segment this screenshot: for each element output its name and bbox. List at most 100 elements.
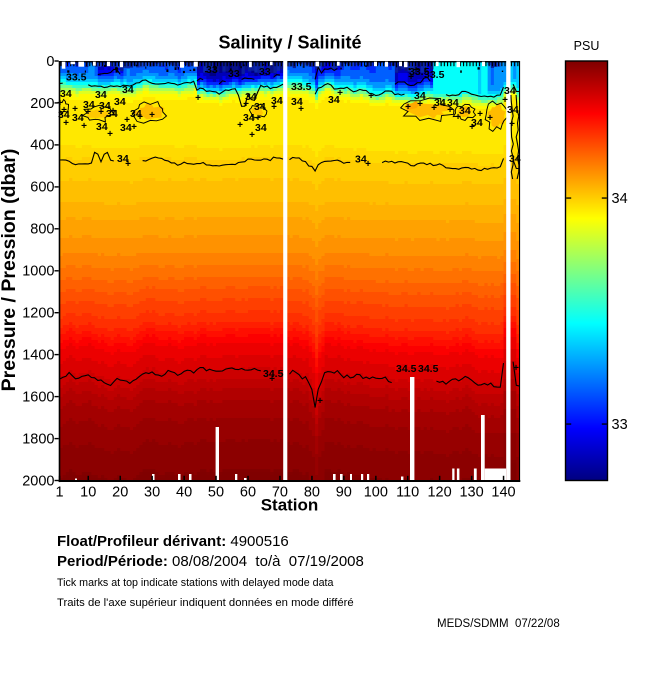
svg-text:1400: 1400 [22, 347, 54, 363]
svg-text:Pressure / Pression (dbar): Pressure / Pression (dbar) [0, 149, 20, 392]
svg-text:+: + [81, 121, 87, 132]
svg-text:Period/Période: 08/08/2004 to: Period/Période: 08/08/2004 to/à 07/19/20… [57, 553, 364, 570]
svg-text:10: 10 [80, 485, 96, 501]
svg-text:34: 34 [130, 108, 142, 120]
svg-text:34: 34 [507, 104, 519, 116]
svg-text:+: + [137, 112, 143, 123]
svg-text:+: + [368, 91, 374, 102]
svg-text:34.5: 34.5 [263, 368, 284, 380]
svg-text:34: 34 [72, 112, 84, 124]
svg-text:+: + [110, 106, 116, 117]
svg-text:2000: 2000 [22, 473, 54, 489]
svg-text:+: + [243, 99, 249, 110]
svg-text:34.5: 34.5 [396, 363, 417, 375]
svg-text:Station: Station [261, 496, 319, 515]
svg-text:+: + [269, 374, 275, 385]
svg-text:40: 40 [176, 485, 192, 501]
svg-text:34: 34 [96, 121, 108, 133]
svg-text:50: 50 [208, 485, 224, 501]
svg-text:120: 120 [427, 485, 451, 501]
svg-text:1600: 1600 [22, 389, 54, 405]
svg-text:+: + [63, 118, 69, 129]
svg-text:+: + [337, 88, 343, 99]
svg-text:34: 34 [291, 96, 303, 108]
svg-text:130: 130 [459, 485, 483, 501]
svg-text:34: 34 [355, 154, 367, 166]
svg-text:34: 34 [471, 117, 483, 129]
svg-text:34: 34 [243, 112, 255, 124]
svg-text:34: 34 [106, 108, 118, 120]
svg-text:+: + [237, 120, 243, 131]
svg-text:34: 34 [255, 122, 267, 134]
svg-text:1: 1 [55, 485, 63, 501]
svg-text:+: + [413, 65, 419, 76]
svg-text:33.5: 33.5 [424, 69, 445, 81]
svg-text:34: 34 [459, 105, 471, 117]
svg-text:+: + [431, 103, 437, 114]
svg-text:0: 0 [46, 54, 54, 70]
svg-text:34: 34 [447, 97, 459, 109]
svg-text:34: 34 [612, 191, 628, 207]
svg-text:34.5: 34.5 [418, 363, 439, 375]
svg-text:+: + [107, 129, 113, 140]
svg-text:34: 34 [117, 153, 129, 165]
svg-text:+: + [487, 113, 493, 124]
svg-text:200: 200 [30, 96, 54, 112]
svg-text:33.5: 33.5 [66, 72, 87, 84]
svg-text:Traits de l'axe supérieur indi: Traits de l'axe supérieur indiquent donn… [57, 597, 354, 609]
svg-text:+: + [195, 93, 201, 104]
svg-text:34: 34 [114, 96, 126, 108]
svg-text:+: + [131, 122, 137, 133]
svg-text:33.5: 33.5 [291, 81, 312, 93]
svg-text:Salinity / Salinité: Salinity / Salinité [218, 33, 361, 53]
svg-text:80: 80 [304, 485, 320, 501]
svg-text:33: 33 [612, 417, 628, 433]
svg-text:34: 34 [122, 84, 134, 96]
svg-text:+: + [61, 105, 67, 116]
svg-text:34: 34 [58, 109, 70, 121]
svg-text:20: 20 [112, 485, 128, 501]
svg-text:33: 33 [228, 68, 240, 80]
svg-text:1200: 1200 [22, 306, 54, 322]
svg-text:+: + [72, 104, 78, 115]
svg-text:34: 34 [60, 88, 72, 100]
svg-text:34: 34 [95, 89, 107, 101]
svg-text:+: + [85, 107, 91, 118]
svg-text:34: 34 [245, 91, 257, 103]
svg-text:34: 34 [120, 122, 132, 134]
svg-text:+: + [298, 104, 304, 115]
svg-text:1800: 1800 [22, 431, 54, 447]
svg-text:+: + [455, 112, 461, 123]
svg-text:+: + [271, 102, 277, 113]
svg-text:+: + [513, 363, 519, 374]
svg-text:34: 34 [99, 100, 111, 112]
svg-text:34: 34 [83, 99, 95, 111]
svg-text:34: 34 [504, 85, 516, 97]
svg-text:MEDS/SDMM 07/22/08: MEDS/SDMM 07/22/08 [437, 618, 560, 630]
svg-text:33: 33 [206, 64, 218, 76]
svg-text:34: 34 [434, 97, 446, 109]
svg-text:+: + [249, 130, 255, 141]
svg-text:140: 140 [491, 485, 515, 501]
svg-text:+: + [408, 72, 414, 83]
svg-text:110: 110 [396, 485, 419, 501]
svg-text:34: 34 [414, 90, 426, 102]
svg-text:34: 34 [271, 95, 283, 107]
svg-text:+: + [149, 110, 155, 121]
svg-text:34: 34 [509, 153, 521, 165]
svg-text:60: 60 [240, 485, 256, 501]
svg-text:30: 30 [144, 485, 160, 501]
svg-text:1000: 1000 [22, 264, 54, 280]
svg-text:100: 100 [364, 485, 388, 501]
svg-text:90: 90 [336, 485, 352, 501]
svg-text:600: 600 [30, 180, 54, 196]
svg-text:+: + [469, 122, 475, 133]
svg-text:+: + [124, 115, 130, 126]
svg-text:34: 34 [328, 94, 340, 106]
svg-text:PSU: PSU [574, 39, 600, 53]
svg-text:+: + [447, 105, 453, 116]
svg-text:34: 34 [254, 101, 266, 113]
svg-text:Tick marks at top indicate sta: Tick marks at top indicate stations with… [57, 577, 333, 589]
svg-text:33: 33 [259, 66, 271, 78]
svg-text:+: + [417, 99, 423, 110]
